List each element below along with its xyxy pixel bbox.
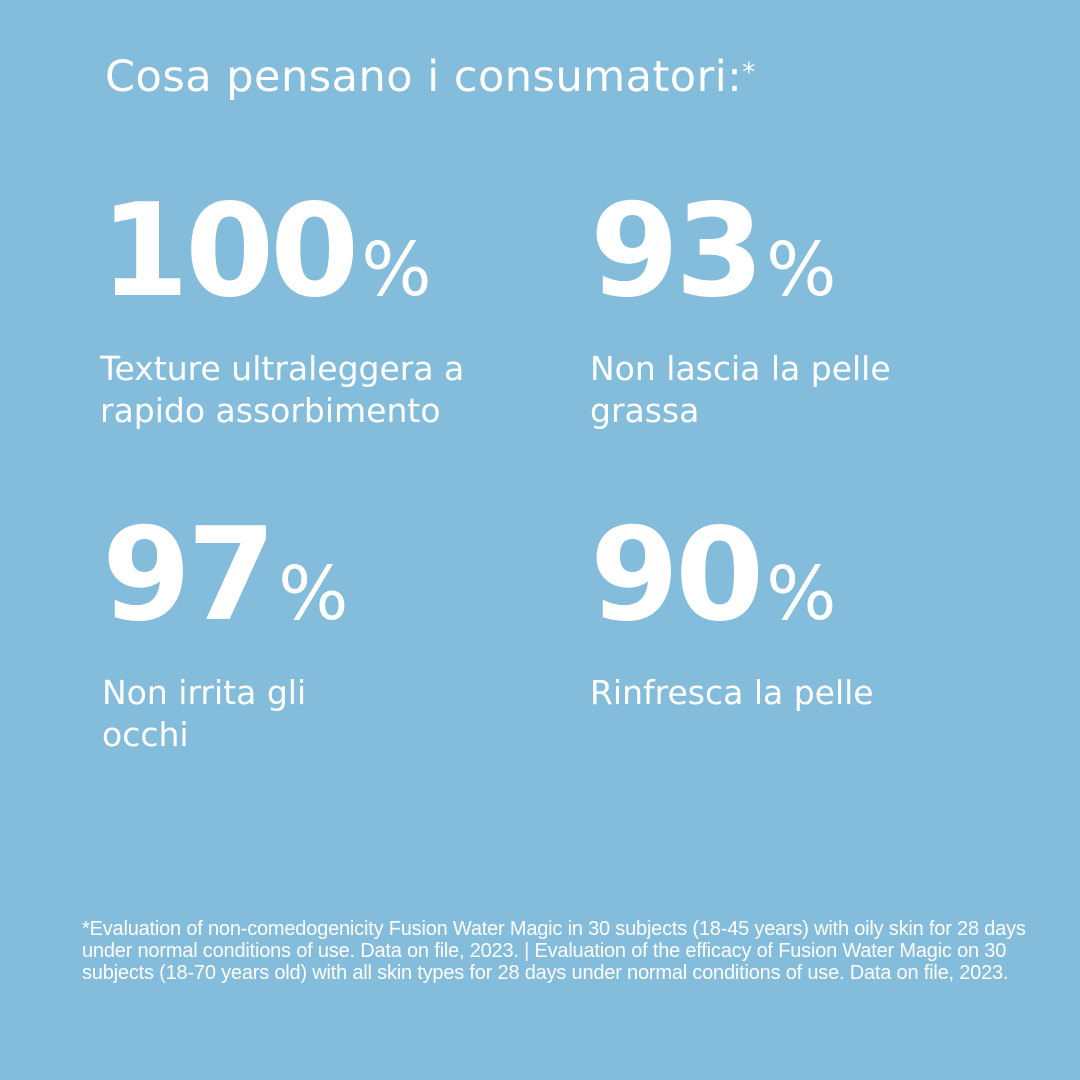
- stat-unit: %: [766, 551, 837, 637]
- stat-no-eye-irritation: 97% Non irrita gli occhi: [102, 512, 362, 756]
- stat-not-greasy: 93% Non lascia la pelle grassa: [590, 188, 930, 432]
- stat-number: 90: [590, 501, 764, 650]
- footnote: *Evaluation of non-comedogenicity Fusion…: [82, 918, 1026, 984]
- title-asterisk: *: [742, 58, 756, 88]
- stat-texture: 100% Texture ultraleggera a rapido assor…: [100, 188, 470, 432]
- stat-refreshing: 90% Rinfresca la pelle: [590, 512, 970, 714]
- stat-value: 100%: [100, 188, 470, 316]
- stat-value: 97%: [102, 512, 362, 640]
- stat-value: 93%: [590, 188, 930, 316]
- stat-label: Non lascia la pelle grassa: [590, 349, 891, 430]
- stat-unit: %: [278, 551, 349, 637]
- stat-number: 97: [102, 501, 276, 650]
- stat-number: 93: [590, 177, 764, 326]
- title-text: Cosa pensano i consumatori:: [105, 52, 743, 102]
- stat-unit: %: [766, 227, 837, 313]
- stat-value: 90%: [590, 512, 970, 640]
- stat-label: Non irrita gli occhi: [102, 673, 307, 754]
- stat-label: Rinfresca la pelle: [590, 673, 874, 712]
- page-title: Cosa pensano i consumatori:*: [105, 52, 756, 102]
- stat-label: Texture ultraleggera a rapido assorbimen…: [100, 349, 465, 430]
- stat-number: 100: [100, 177, 359, 326]
- stat-unit: %: [361, 227, 432, 313]
